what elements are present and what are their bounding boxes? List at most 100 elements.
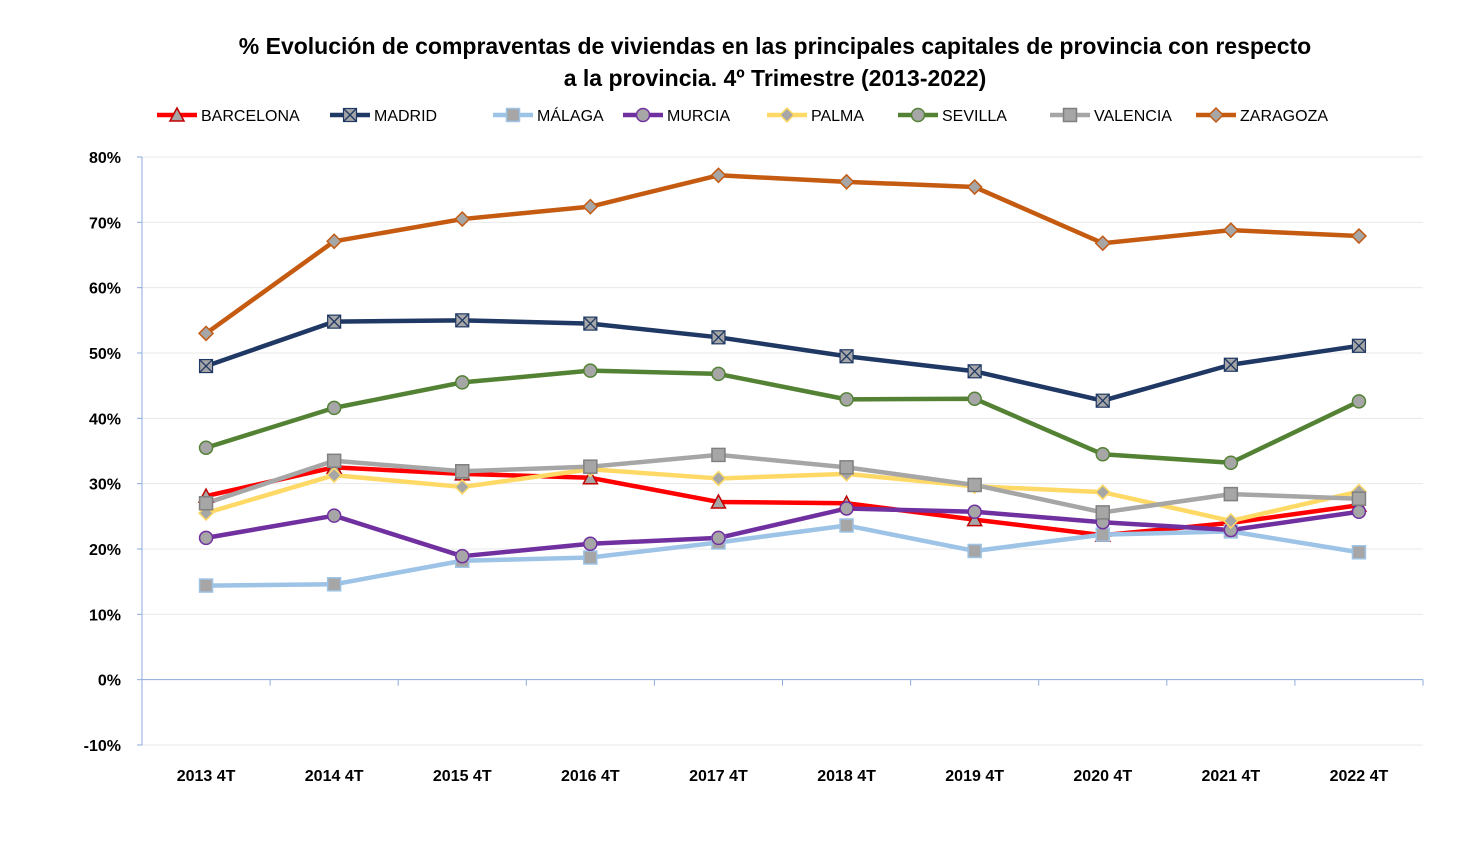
legend-item-malaga: MÁLAGA xyxy=(493,106,604,125)
data-point-barcelona xyxy=(710,493,727,509)
legend-marker xyxy=(342,107,358,123)
data-point-malaga xyxy=(198,578,214,593)
data-point-zaragoza xyxy=(1094,235,1111,252)
data-point-zaragoza xyxy=(966,178,983,196)
data-point-madrid xyxy=(1351,338,1367,353)
data-point-sevilla xyxy=(583,363,598,378)
y-tick-label: 60% xyxy=(89,281,121,298)
legend-label: PALMA xyxy=(811,108,864,125)
data-point-madrid xyxy=(327,314,342,329)
data-point-valencia xyxy=(198,496,214,511)
data-point-murcia xyxy=(711,530,726,546)
series-points-sevilla xyxy=(198,363,1367,471)
data-point-malaga xyxy=(1095,527,1110,542)
legend-marker xyxy=(1207,106,1225,124)
legend-marker xyxy=(168,106,186,122)
legend-label: MADRID xyxy=(374,108,437,125)
data-point-malaga xyxy=(1351,545,1367,560)
data-point-valencia xyxy=(326,453,342,469)
series-line-barcelona xyxy=(205,465,1360,538)
data-point-malaga xyxy=(839,518,854,533)
data-point-palma xyxy=(326,467,343,484)
data-point-sevilla xyxy=(839,392,854,407)
series-line-palma xyxy=(205,467,1360,524)
legend-label: BARCELONA xyxy=(201,108,300,125)
legend-item-barcelona: BARCELONA xyxy=(157,106,300,125)
legend-label: MÁLAGA xyxy=(537,106,604,125)
data-point-madrid xyxy=(198,358,214,374)
data-point-palma xyxy=(1094,484,1111,501)
legend-item-murcia: MURCIA xyxy=(623,107,730,125)
data-point-sevilla xyxy=(198,440,214,455)
legend-marker xyxy=(635,107,651,123)
legend-item-madrid: MADRID xyxy=(330,107,437,125)
data-point-zaragoza xyxy=(197,325,215,342)
series-line-malaga xyxy=(206,523,1360,588)
data-point-sevilla xyxy=(1223,455,1239,471)
data-point-valencia xyxy=(1351,491,1367,506)
series-line-zaragoza xyxy=(204,173,1360,336)
legend-marker xyxy=(910,107,926,123)
data-point-zaragoza xyxy=(710,167,727,184)
data-point-zaragoza xyxy=(582,198,599,215)
series-line-murcia xyxy=(205,506,1360,559)
data-point-sevilla xyxy=(967,391,982,406)
legend-label: VALENCIA xyxy=(1094,108,1172,125)
legend-label: MURCIA xyxy=(667,108,730,125)
data-point-zaragoza xyxy=(326,233,343,250)
series-points-madrid xyxy=(198,313,1367,408)
data-point-sevilla xyxy=(1351,394,1367,409)
y-tick-label: -10% xyxy=(84,738,121,755)
y-tick-label: 50% xyxy=(89,346,121,363)
chart-title-line2: a la provincia. 4º Trimestre (2013-2022) xyxy=(563,65,987,91)
chart-title-line1: % Evolución de compraventas de viviendas… xyxy=(238,33,1312,59)
data-point-palma xyxy=(454,478,471,495)
gridlines xyxy=(142,156,1423,746)
data-point-palma xyxy=(1222,512,1239,529)
x-tick-label: 2022 4T xyxy=(1330,768,1389,785)
y-tick-label: 0% xyxy=(98,673,121,690)
legend-item-palma: PALMA xyxy=(767,106,864,125)
y-tick-label: 70% xyxy=(89,215,121,232)
x-tick-label: 2020 4T xyxy=(1073,768,1132,785)
data-point-murcia xyxy=(326,508,342,523)
y-axis-tick-labels: 80% 70% 60% 50% 40% 30% 20% 10% 0% -10% xyxy=(84,150,121,755)
data-point-valencia xyxy=(967,477,982,493)
data-point-zaragoza xyxy=(1222,222,1239,239)
y-tick-label: 40% xyxy=(89,411,121,428)
legend-item-valencia: VALENCIA xyxy=(1050,107,1172,125)
data-point-valencia xyxy=(839,460,854,475)
data-point-madrid xyxy=(1095,393,1110,408)
x-tick-label: 2018 4T xyxy=(817,768,876,785)
data-point-sevilla xyxy=(455,375,470,390)
series-lines xyxy=(204,173,1360,588)
legend-marker xyxy=(778,106,796,124)
data-point-malaga xyxy=(583,550,598,565)
data-point-zaragoza xyxy=(838,173,855,190)
x-tick-label: 2017 4T xyxy=(689,768,748,785)
x-tick-label: 2013 4T xyxy=(177,768,236,785)
data-point-valencia xyxy=(711,447,726,463)
data-point-sevilla xyxy=(711,366,726,382)
series-points-zaragoza xyxy=(197,167,1368,342)
data-point-valencia xyxy=(1223,486,1239,502)
legend-label: ZARAGOZA xyxy=(1240,108,1328,125)
data-point-madrid xyxy=(583,316,598,331)
series-points-valencia xyxy=(198,447,1367,520)
y-tick-label: 20% xyxy=(89,542,121,559)
series-line-valencia xyxy=(205,452,1360,515)
series-points-palma xyxy=(197,461,1368,529)
data-point-malaga xyxy=(967,543,982,559)
data-point-madrid xyxy=(711,330,726,345)
data-point-sevilla xyxy=(1095,447,1110,462)
data-point-zaragoza xyxy=(1350,227,1368,245)
y-tick-label: 30% xyxy=(89,477,121,494)
series-markers xyxy=(197,167,1368,593)
data-point-murcia xyxy=(967,504,982,520)
legend-item-zaragoza: ZARAGOZA xyxy=(1196,106,1328,125)
data-point-barcelona xyxy=(966,511,983,527)
series-points-murcia xyxy=(198,501,1367,564)
data-point-zaragoza xyxy=(454,211,471,228)
y-tick-label: 80% xyxy=(89,150,121,167)
